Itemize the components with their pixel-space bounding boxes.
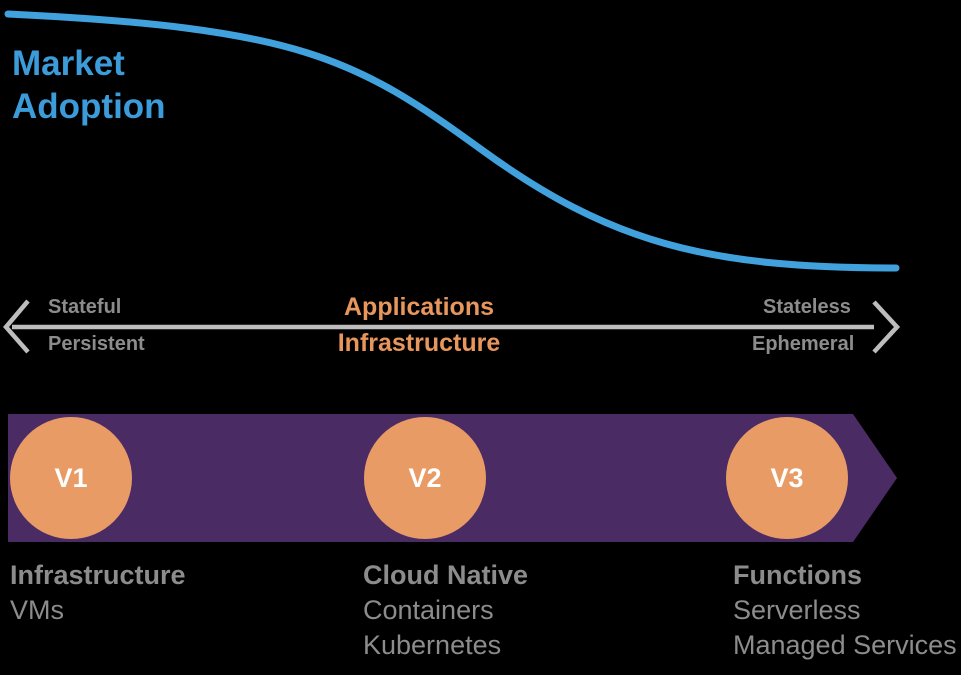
stage-column-functions: Functions Serverless Managed Services xyxy=(733,558,957,663)
axis-label-stateful: Stateful xyxy=(48,296,122,318)
page-title: Market Adoption xyxy=(12,42,166,128)
stage-circle-v3-label: V3 xyxy=(770,462,804,493)
stage-column-title: Functions xyxy=(733,560,862,590)
stage-column-title: Infrastructure xyxy=(10,560,186,590)
stage-circle-v2-label: V2 xyxy=(408,462,442,493)
page-title-line2: Adoption xyxy=(12,87,166,126)
axis-label-ephemeral: Ephemeral xyxy=(752,333,855,355)
arrowhead-left-icon xyxy=(3,299,30,354)
stage-circle-v1-label: V1 xyxy=(54,462,88,493)
arrowhead-right-icon xyxy=(872,300,901,354)
stage-circle-v2: V2 xyxy=(364,417,486,539)
stage-circle-v1: V1 xyxy=(10,417,132,539)
axis-label-applications: Applications xyxy=(343,293,495,321)
axis-label-stateless: Stateless xyxy=(763,296,851,318)
stage-column-item: VMs xyxy=(10,595,64,625)
stage-column-item: Containers xyxy=(363,595,494,625)
market-adoption-curve xyxy=(4,10,900,272)
stage-column-item: Serverless xyxy=(733,595,861,625)
stage-column-item: Kubernetes xyxy=(363,630,502,660)
stage-column-item: Managed Services xyxy=(733,630,957,660)
stage-column-infrastructure: Infrastructure VMs xyxy=(10,558,186,628)
axis-label-persistent: Persistent xyxy=(48,333,145,355)
stage-column-cloud-native: Cloud Native Containers Kubernetes xyxy=(363,558,528,663)
stage-circle-v3: V3 xyxy=(726,417,848,539)
axis-label-infrastructure: Infrastructure xyxy=(337,329,501,357)
page-title-line1: Market xyxy=(12,44,125,83)
stage-column-title: Cloud Native xyxy=(363,560,529,590)
